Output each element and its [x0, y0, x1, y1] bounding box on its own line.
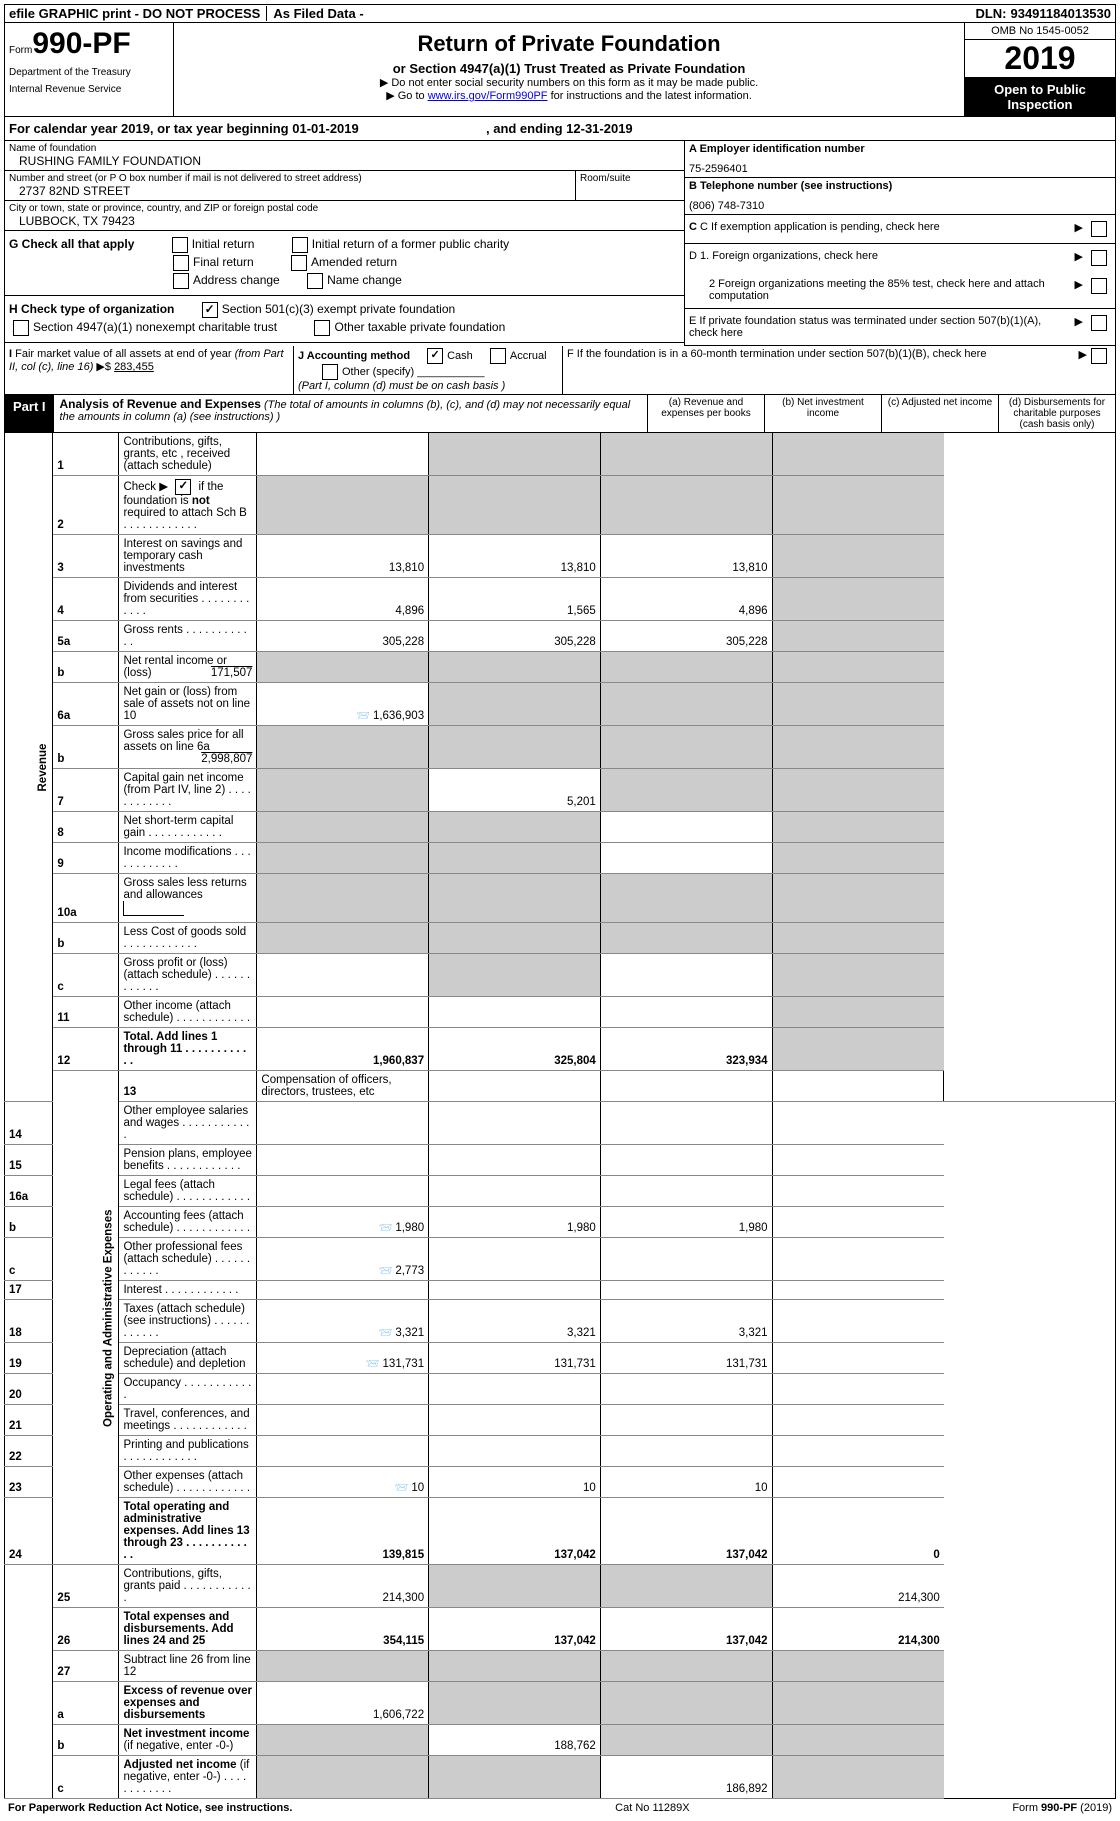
phone-cell: B Telephone number (see instructions) (8… — [685, 178, 1115, 215]
col-d-header: (d) Disbursements for charitable purpose… — [998, 395, 1115, 432]
col-b-header: (b) Net investment income — [764, 395, 881, 432]
foreign-org-checkbox[interactable] — [1091, 250, 1107, 266]
part1-header: Part I Analysis of Revenue and Expenses … — [4, 395, 1116, 433]
other-taxable-checkbox[interactable] — [314, 320, 330, 336]
as-filed: As Filed Data - — [266, 6, 363, 21]
initial-return-checkbox[interactable] — [172, 237, 188, 253]
instr2-post: for instructions and the latest informat… — [548, 90, 752, 102]
attachment-icon[interactable] — [379, 1222, 396, 1234]
section-f: F If the foundation is in a 60-month ter… — [563, 346, 1115, 394]
section-d1: D 1. Foreign organizations, check here ▶ — [685, 244, 1115, 272]
attachment-icon[interactable] — [379, 1265, 396, 1277]
city-cell: City or town, state or province, country… — [5, 201, 684, 231]
ein-cell: A Employer identification number 75-2596… — [685, 141, 1115, 178]
foundation-name-cell: Name of foundation RUSHING FAMILY FOUNDA… — [5, 141, 684, 171]
4947a1-checkbox[interactable] — [13, 320, 29, 336]
section-c: C C If exemption application is pending,… — [685, 215, 1115, 244]
foreign-85-checkbox[interactable] — [1091, 278, 1107, 294]
cash-checkbox[interactable]: ✓ — [427, 348, 443, 364]
irs-link[interactable]: www.irs.gov/Form990PF — [428, 90, 548, 102]
name-change-checkbox[interactable] — [307, 273, 323, 289]
cat-no: Cat No 11289X — [615, 1802, 689, 1814]
form-number: 990-PF — [32, 27, 130, 60]
section-h: H Check type of organization ✓Section 50… — [5, 296, 684, 343]
form-ref: Form 990-PF (2019) — [1012, 1802, 1112, 1814]
irs: Internal Revenue Service — [9, 84, 169, 95]
form-prefix: Form — [9, 45, 32, 56]
amended-return-checkbox[interactable] — [291, 255, 307, 271]
status-terminated-checkbox[interactable] — [1091, 315, 1107, 331]
section-e: E If private foundation status was termi… — [685, 309, 1115, 346]
instruction-1: ▶ Do not enter social security numbers o… — [178, 76, 960, 89]
paperwork-notice: For Paperwork Reduction Act Notice, see … — [8, 1802, 292, 1814]
other-method-checkbox[interactable] — [322, 364, 338, 380]
attachment-icon[interactable] — [379, 1327, 396, 1339]
final-return-checkbox[interactable] — [173, 255, 189, 271]
page-footer: For Paperwork Reduction Act Notice, see … — [4, 1799, 1116, 1817]
section-d2: 2 Foreign organizations meeting the 85% … — [685, 272, 1115, 309]
form-header: Form990-PF Department of the Treasury In… — [4, 23, 1116, 117]
form-title: Return of Private Foundation — [178, 31, 960, 57]
attachment-icon[interactable] — [356, 710, 373, 722]
exemption-pending-checkbox[interactable] — [1091, 221, 1107, 237]
top-bar: efile GRAPHIC print - DO NOT PROCESS As … — [4, 4, 1116, 23]
col-a-header: (a) Revenue and expenses per books — [647, 395, 764, 432]
address-cell: Number and street (or P O box number if … — [5, 171, 576, 200]
attachment-icon[interactable] — [366, 1358, 383, 1370]
dln-label: DLN: — [975, 6, 1006, 21]
section-g: G Check all that apply Initial return In… — [5, 231, 684, 296]
tax-year: 2019 — [965, 40, 1115, 78]
revenue-label: Revenue — [5, 433, 53, 1102]
room-suite-cell: Room/suite — [576, 171, 684, 200]
expenses-label: Operating and Administrative Expenses — [53, 1071, 119, 1565]
accrual-checkbox[interactable] — [490, 348, 506, 364]
open-inspection: Open to Public Inspection — [965, 78, 1115, 116]
attachment-icon[interactable] — [395, 1482, 412, 1494]
section-i: I Fair market value of all assets at end… — [5, 346, 294, 394]
dept-treasury: Department of the Treasury — [9, 67, 169, 78]
form-subtitle: or Section 4947(a)(1) Trust Treated as P… — [178, 61, 960, 76]
501c3-checkbox[interactable]: ✓ — [202, 302, 218, 318]
omb-number: OMB No 1545-0052 — [965, 23, 1115, 40]
section-j: J Accounting method ✓Cash Accrual Other … — [294, 346, 563, 394]
instr2-pre: ▶ Go to — [386, 90, 427, 102]
initial-return-former-checkbox[interactable] — [292, 237, 308, 253]
dln-value: 93491184013530 — [1010, 6, 1111, 21]
60month-checkbox[interactable] — [1091, 348, 1107, 364]
col-c-header: (c) Adjusted net income — [881, 395, 998, 432]
calendar-year: For calendar year 2019, or tax year begi… — [4, 117, 1116, 141]
part1-table: Revenue 1Contributions, gifts, grants, e… — [4, 433, 1116, 1799]
efile-notice: efile GRAPHIC print - DO NOT PROCESS — [9, 6, 260, 21]
address-change-checkbox[interactable] — [173, 273, 189, 289]
